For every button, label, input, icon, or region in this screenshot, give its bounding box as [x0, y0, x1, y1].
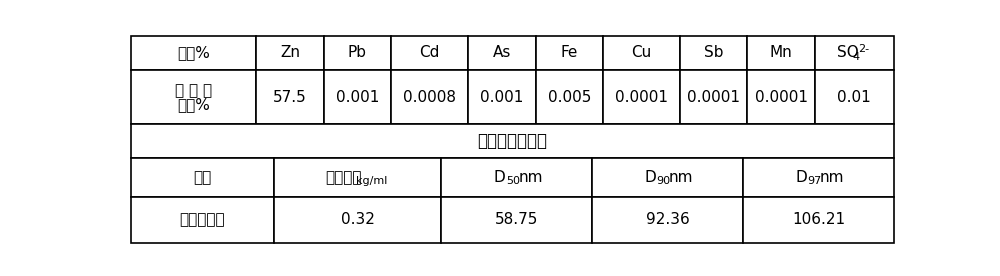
Text: 0.0001: 0.0001 — [687, 89, 740, 105]
Bar — [592, 197, 743, 243]
Bar — [131, 36, 256, 70]
Bar — [324, 70, 391, 124]
Bar — [603, 36, 680, 70]
Bar — [391, 36, 468, 70]
Text: 0.32: 0.32 — [341, 212, 374, 227]
Text: nm: nm — [820, 170, 844, 185]
Text: D: D — [645, 170, 656, 185]
Bar — [603, 70, 680, 124]
Text: 0.001: 0.001 — [480, 89, 524, 105]
Text: 4: 4 — [853, 52, 860, 62]
Text: nm: nm — [669, 170, 694, 185]
Text: 堆积密度: 堆积密度 — [325, 170, 362, 185]
Bar — [256, 70, 324, 124]
Bar — [391, 70, 468, 124]
Text: As: As — [493, 46, 511, 60]
Text: 97: 97 — [808, 176, 822, 186]
Text: kg/ml: kg/ml — [356, 176, 387, 186]
Text: 酸锥%: 酸锥% — [177, 97, 210, 112]
Bar — [131, 197, 274, 243]
Bar — [468, 70, 536, 124]
Bar — [131, 70, 256, 124]
Text: Sb: Sb — [704, 46, 723, 60]
Bar — [536, 36, 603, 70]
Text: 0.01: 0.01 — [837, 89, 871, 105]
Text: D: D — [795, 170, 807, 185]
Text: nm: nm — [518, 170, 543, 185]
Text: 碑 式 碳: 碑 式 碳 — [175, 83, 212, 98]
Text: 50: 50 — [506, 176, 520, 186]
Text: 原料%: 原料% — [177, 46, 210, 60]
Text: 92.36: 92.36 — [646, 212, 689, 227]
Bar — [747, 70, 815, 124]
Text: Cu: Cu — [631, 46, 652, 60]
Bar — [815, 70, 894, 124]
Bar — [274, 197, 441, 243]
Text: 2-: 2- — [858, 44, 869, 54]
Bar — [680, 70, 747, 124]
Text: 90: 90 — [657, 176, 671, 186]
Bar — [592, 158, 743, 197]
Text: 0.0008: 0.0008 — [403, 89, 456, 105]
Bar — [274, 158, 441, 197]
Text: Mn: Mn — [770, 46, 793, 60]
Bar — [324, 36, 391, 70]
Text: SO: SO — [837, 46, 859, 60]
Bar — [743, 158, 894, 197]
Text: Pb: Pb — [348, 46, 367, 60]
Text: 碑式碳酸锥: 碑式碳酸锥 — [180, 212, 225, 227]
Bar — [536, 70, 603, 124]
Text: D: D — [494, 170, 506, 185]
Text: 名称: 名称 — [193, 170, 212, 185]
Bar — [131, 158, 274, 197]
Bar — [743, 197, 894, 243]
Bar — [680, 36, 747, 70]
Text: 磷酸锥粒度分析: 磷酸锥粒度分析 — [478, 132, 548, 150]
Bar — [468, 36, 536, 70]
Bar — [815, 36, 894, 70]
Bar — [131, 124, 894, 158]
Text: 0.005: 0.005 — [548, 89, 591, 105]
Text: 58.75: 58.75 — [495, 212, 538, 227]
Text: 0.0001: 0.0001 — [615, 89, 668, 105]
Text: 0.001: 0.001 — [336, 89, 379, 105]
Text: 106.21: 106.21 — [792, 212, 845, 227]
Text: Fe: Fe — [561, 46, 578, 60]
Text: 0.0001: 0.0001 — [755, 89, 808, 105]
Text: 57.5: 57.5 — [273, 89, 307, 105]
Bar — [747, 36, 815, 70]
Text: Zn: Zn — [280, 46, 300, 60]
Bar — [256, 36, 324, 70]
Text: Cd: Cd — [420, 46, 440, 60]
Bar — [441, 158, 592, 197]
Bar — [441, 197, 592, 243]
